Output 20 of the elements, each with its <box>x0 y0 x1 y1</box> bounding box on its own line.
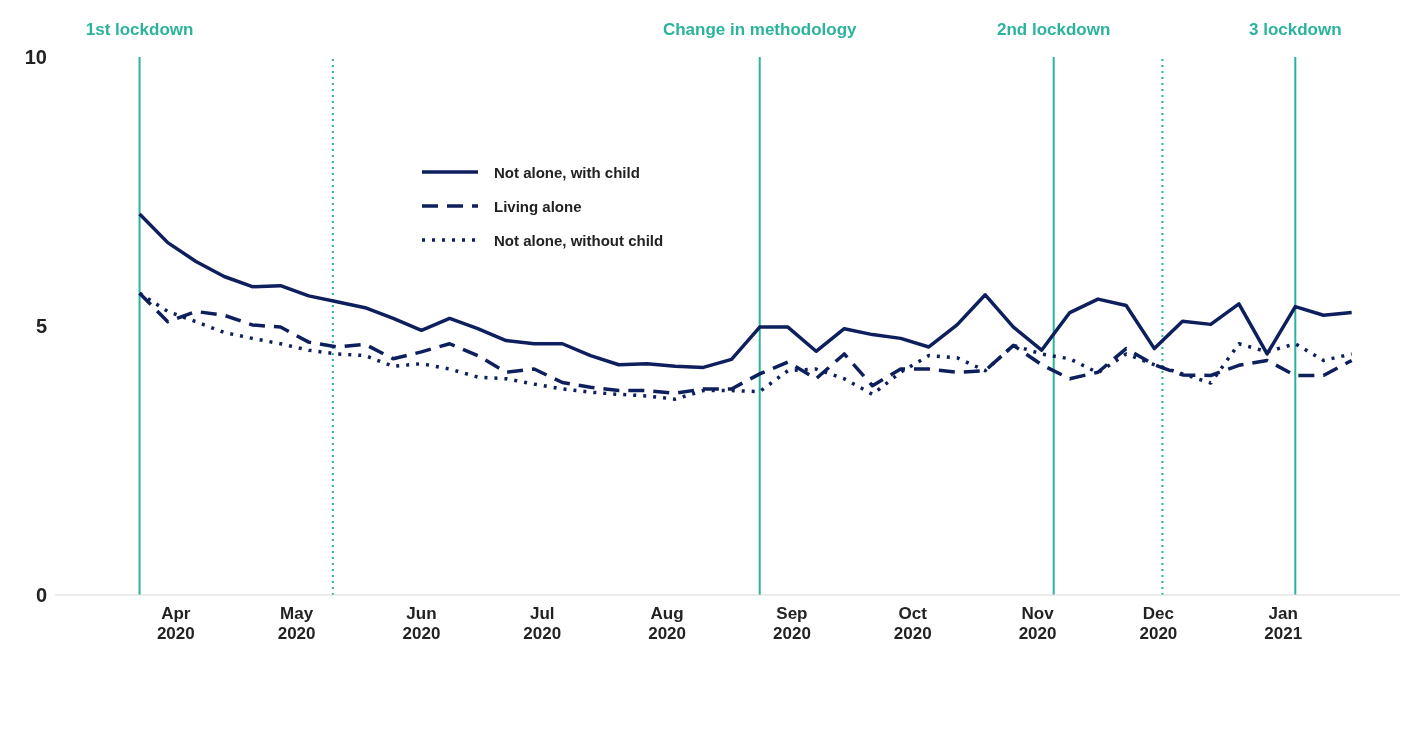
y-tick-label: 5 <box>35 315 47 338</box>
x-tick-label: Jun 2020 <box>402 604 441 643</box>
ref-line-label: Change in methodology <box>662 20 858 39</box>
x-tick-label: Aug 2020 <box>648 604 687 643</box>
y-tick-label: 0 <box>35 584 47 607</box>
x-tick-label: Oct 2020 <box>893 604 932 643</box>
x-tick-label: Jul 2020 <box>523 604 562 643</box>
ref-line-label: 1st lockdown <box>85 20 194 39</box>
y-tick-label: 10 <box>24 46 47 69</box>
x-tick-label: May 2020 <box>277 604 316 643</box>
legend-label: Living alone <box>494 197 582 215</box>
x-tick-label: Sep 2020 <box>773 604 811 643</box>
x-tick-label: Jan 2021 <box>1264 604 1303 643</box>
x-tick-label: Apr 2020 <box>156 604 195 643</box>
x-tick-label: Dec 2020 <box>1139 604 1178 643</box>
x-tick-label: Nov 2020 <box>1018 604 1057 643</box>
legend-label: Not alone, without child <box>494 231 664 249</box>
ref-line-label: 3 lockdown <box>1249 20 1342 39</box>
ref-line-label: 2nd lockdown <box>997 20 1111 39</box>
legend-label: Not alone, with child <box>494 163 640 181</box>
